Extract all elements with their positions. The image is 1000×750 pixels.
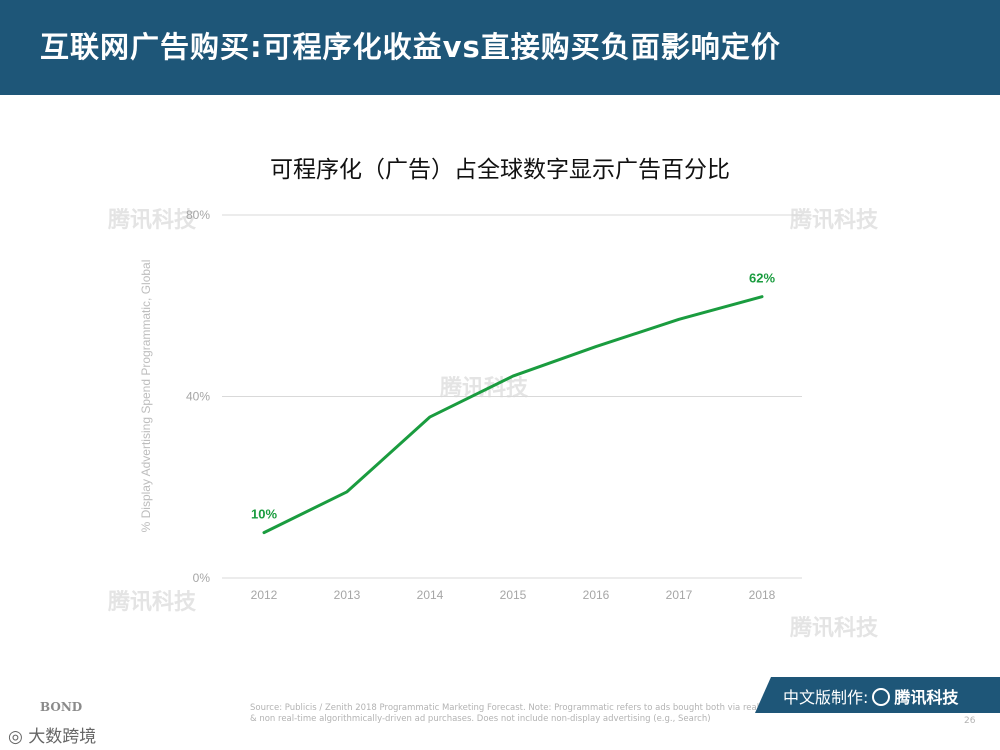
- source-line-1: Source: Publicis / Zenith 2018 Programma…: [250, 703, 782, 713]
- watermark: 腾讯科技: [108, 208, 197, 233]
- x-tick-label: 2018: [749, 588, 776, 602]
- x-tick-label: 2012: [251, 588, 278, 602]
- label-layer: 0% 40% 80% 2012 2013 2014 2015 2016 2017 2018 % Di…: [139, 208, 776, 602]
- banner-text: 中文版制作: 腾讯科技: [783, 684, 958, 708]
- x-tick-label: 2013: [334, 588, 361, 602]
- tencent-logo-icon: [872, 688, 891, 706]
- corner-watermark-text: 大数跨境: [28, 727, 97, 747]
- grid-layer: [222, 214, 802, 579]
- banner-brand: 腾讯科技: [894, 688, 959, 707]
- source-line-2: & non real-time algorithmically-driven a…: [250, 714, 711, 724]
- chart-title: 可程序化（广告）占全球数字显示广告百分比: [270, 157, 730, 183]
- page-number: 26: [964, 716, 976, 726]
- producer-banner: 中文版制作: 腾讯科技: [755, 677, 1000, 713]
- watermark: 腾讯科技: [108, 590, 197, 615]
- y-tick-label: 0%: [193, 571, 211, 585]
- header-bar: 互联网广告购买:可程序化收益vs直接购买负面影响定价: [0, 0, 1000, 95]
- watermark: 腾讯科技: [790, 616, 879, 641]
- corner-watermark: ◎ 大数跨境: [8, 722, 96, 747]
- wechat-icon: ◎: [8, 727, 23, 747]
- banner-label: 中文版制作:: [783, 688, 869, 707]
- x-tick-label: 2015: [500, 588, 527, 602]
- x-tick-label: 2014: [417, 588, 444, 602]
- series-line: [262, 295, 764, 535]
- series-layer: [262, 295, 764, 535]
- x-tick-label: 2016: [583, 588, 610, 602]
- data-label: 10%: [251, 507, 277, 522]
- x-tick-label: 2017: [666, 588, 693, 602]
- bond-logo: BOND: [40, 700, 83, 714]
- source-note: Source: Publicis / Zenith 2018 Programma…: [250, 703, 790, 725]
- watermark: 腾讯科技: [790, 208, 879, 233]
- y-axis-label: % Display Advertising Spend Programmatic…: [139, 260, 153, 533]
- data-label: 62%: [749, 271, 775, 286]
- page-title: 互联网广告购买:可程序化收益vs直接购买负面影响定价: [40, 30, 781, 64]
- y-tick-label: 80%: [186, 208, 210, 222]
- y-tick-label: 40%: [186, 390, 210, 404]
